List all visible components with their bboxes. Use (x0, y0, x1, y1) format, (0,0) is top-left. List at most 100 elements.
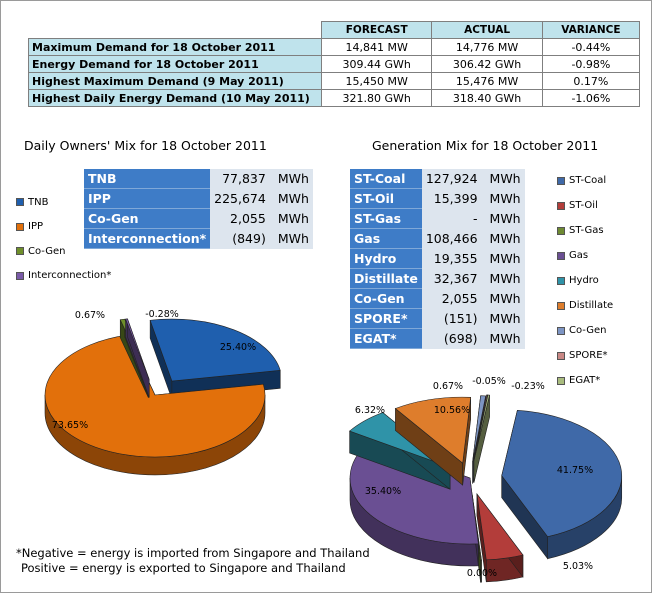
note-positive: Positive = energy is exported to Singapo… (21, 561, 346, 575)
owner-name: Co-Gen (84, 208, 211, 229)
legend-swatch (557, 301, 565, 310)
owner-value: 2,055 (210, 208, 270, 229)
pie-slice (476, 492, 524, 583)
generation-row: ST-Gas - MWh (350, 208, 525, 229)
generation-row: EGAT* (698) MWh (350, 328, 525, 349)
pie-slice-top (476, 492, 524, 561)
pie-slice-top (44, 334, 266, 458)
gen-unit: MWh (481, 248, 525, 269)
generation-row: Gas 108,466 MWh (350, 228, 525, 249)
owner-name: TNB (84, 169, 211, 189)
forecast-cell: 14,841 MW (320, 38, 433, 56)
pie-slice-top (394, 396, 472, 464)
legend-label: Gas (569, 250, 589, 261)
row-label: Energy Demand for 18 October 2011 (28, 55, 322, 73)
owner-unit: MWh (269, 188, 313, 209)
legend-item: ST-Gas (557, 218, 613, 243)
legend-item: Distillate (557, 293, 613, 318)
gen-value: 127,924 (421, 169, 482, 189)
legend-label: Interconnection* (28, 270, 112, 282)
summary-row: Energy Demand for 18 October 2011 309.44… (28, 55, 641, 73)
pie-slice (501, 409, 623, 560)
legend-swatch (557, 351, 565, 360)
legend-item: Hydro (557, 268, 613, 293)
gen-name: SPORE* (350, 308, 422, 329)
legend-label: ST-Gas (569, 225, 604, 236)
gen-value: (151) (421, 308, 482, 329)
legend-item: ST-Coal (557, 168, 613, 193)
variance-cell: -0.98% (541, 55, 641, 73)
legend-item: TNB (16, 190, 111, 215)
pie-data-label: 0.67% (433, 381, 463, 392)
generation-row: SPORE* (151) MWh (350, 308, 525, 329)
owner-unit: MWh (269, 208, 313, 229)
legend-item: Co-Gen (16, 239, 111, 264)
gen-name: ST-Gas (350, 208, 422, 229)
gen-unit: MWh (481, 169, 525, 189)
pie-data-label: 73.65% (52, 420, 88, 431)
gen-unit: MWh (481, 288, 525, 309)
pie-data-label: 6.32% (355, 405, 385, 416)
gen-name: ST-Coal (350, 169, 422, 189)
gen-unit: MWh (481, 308, 525, 329)
summary-corner (28, 21, 322, 39)
legend-swatch (557, 376, 565, 385)
generation-legend: ST-Coal ST-Oil ST-Gas Gas Hydro Distillate Co-… (557, 168, 613, 393)
generation-row: ST-Coal 127,924 MWh (350, 169, 525, 189)
pie-data-label: -0.28% (145, 309, 179, 320)
generation-row: ST-Oil 15,399 MWh (350, 188, 525, 209)
pie-data-label: 5.03% (563, 561, 593, 572)
owners-legend: TNB IPP Co-Gen Interconnection* (16, 190, 111, 288)
gen-unit: MWh (481, 328, 525, 349)
legend-item: SPORE* (557, 343, 613, 368)
legend-swatch (557, 276, 565, 285)
pie-data-label: 0.00% (467, 568, 497, 579)
legend-swatch (557, 201, 565, 210)
legend-swatch (557, 226, 565, 235)
actual-cell: 306.42 GWh (431, 55, 543, 73)
owner-unit: MWh (269, 169, 313, 189)
pie-slice-top (473, 394, 490, 461)
pie-slice-top (473, 394, 488, 461)
summary-row: Highest Daily Energy Demand (10 May 2011… (28, 89, 641, 107)
gen-value: 19,355 (421, 248, 482, 269)
gen-unit: MWh (481, 188, 525, 209)
owner-name: Interconnection* (84, 228, 211, 249)
legend-item: IPP (16, 215, 111, 240)
legend-swatch (16, 198, 24, 207)
legend-swatch (557, 326, 565, 335)
owners-row: Co-Gen 2,055 MWh (84, 208, 313, 229)
owners-mix-table: TNB 77,837 MWh IPP 225,674 MWh Co-Gen 2,055 MW… (84, 169, 313, 249)
legend-item: ST-Oil (557, 193, 613, 218)
gen-value: 32,367 (421, 268, 482, 289)
legend-swatch (16, 222, 24, 231)
owners-row: IPP 225,674 MWh (84, 188, 313, 209)
variance-cell: -0.44% (541, 38, 641, 56)
gen-name: Distillate (350, 268, 422, 289)
legend-label: Hydro (569, 275, 599, 286)
owner-value: 225,674 (210, 188, 270, 209)
pie-data-label: 25.40% (220, 342, 256, 353)
legend-swatch (557, 251, 565, 260)
legend-label: IPP (28, 221, 44, 233)
legend-swatch (557, 176, 565, 185)
legend-item: EGAT* (557, 368, 613, 393)
gen-name: Gas (350, 228, 422, 249)
owners-mix-title: Daily Owners' Mix for 18 October 2011 (24, 138, 267, 153)
note-negative: *Negative = energy is imported from Sing… (16, 546, 370, 560)
legend-label: TNB (28, 196, 49, 208)
gen-name: Hydro (350, 248, 422, 269)
generation-mix-title: Generation Mix for 18 October 2011 (372, 138, 599, 153)
pie-slice-top (501, 409, 623, 538)
row-label: Highest Maximum Demand (9 May 2011) (28, 72, 322, 90)
gen-name: EGAT* (350, 328, 422, 349)
header-actual: ACTUAL (431, 21, 543, 39)
pie-slice-top (149, 318, 281, 382)
pie-slice-top (125, 318, 150, 380)
gen-name: Co-Gen (350, 288, 422, 309)
pie-slice (125, 318, 150, 398)
demand-summary-table: FORECAST ACTUAL VARIANCE Maximum Demand … (28, 21, 641, 107)
gen-value: 108,466 (421, 228, 482, 249)
variance-cell: -1.06% (541, 89, 641, 107)
pie-slice-top (471, 494, 482, 561)
